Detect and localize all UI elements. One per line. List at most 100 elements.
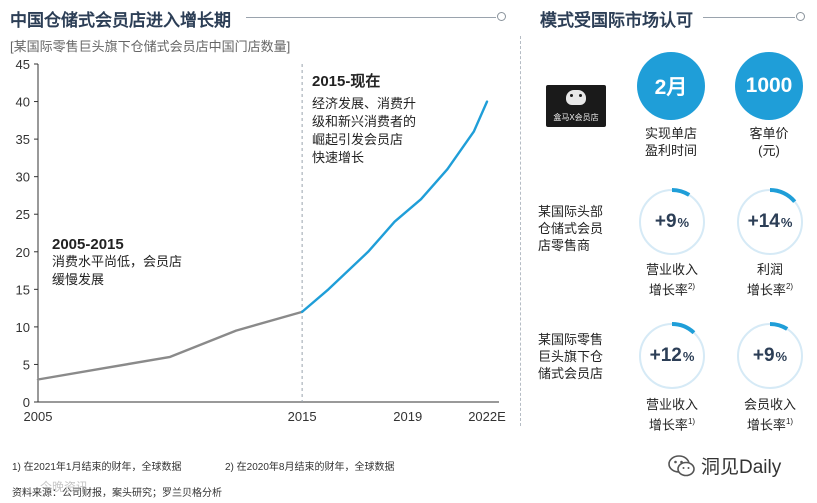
metric-label-line: (元) bbox=[758, 143, 780, 158]
growth-unit: % bbox=[775, 348, 788, 364]
circle-dot-icon bbox=[796, 12, 805, 21]
circle-dot-icon bbox=[497, 12, 506, 21]
y-tick-label: 40 bbox=[16, 95, 30, 110]
x-tick-label: 2015 bbox=[288, 409, 317, 424]
growth-value: +9% bbox=[735, 321, 805, 391]
footnote-1: 1) 在2021年1月结束的财年，全球数据 bbox=[12, 462, 182, 473]
growth-label: 营业收入 增长率2) bbox=[627, 261, 717, 298]
ring-progress-arc bbox=[736, 188, 804, 256]
x-tick-label: 2022E bbox=[468, 409, 506, 424]
annotation-2015-now: 2015-现在 经济发展、消费升 级和新兴消费者的 崛起引发会员店 快速增长 bbox=[312, 70, 416, 167]
ring-progress-arc bbox=[638, 188, 706, 256]
metric-breakeven-label: 实现单店 盈利时间 bbox=[626, 125, 716, 159]
right-header: 模式受国际市场认可 bbox=[540, 11, 693, 30]
annotation-line: 缓慢发展 bbox=[52, 272, 105, 287]
annotation-line: 级和新兴消费者的 bbox=[312, 114, 417, 129]
growth-label: 营业收入 增长率1) bbox=[627, 396, 717, 433]
row-label-line: 储式会员店 bbox=[538, 366, 604, 381]
growth-label-line: 增长率 bbox=[648, 417, 688, 433]
row-label-line: 某国际零售 bbox=[538, 332, 604, 347]
progress-ring-icon bbox=[638, 188, 706, 256]
footnote-marker: 2) bbox=[687, 282, 696, 291]
growth-number: +14 bbox=[747, 211, 780, 232]
hippo-eye-icon bbox=[570, 94, 573, 97]
row-label-line: 仓储式会员 bbox=[538, 221, 604, 236]
progress-ring-icon bbox=[638, 322, 706, 390]
annotation-line: 消费水平尚低，会员店 bbox=[52, 254, 183, 269]
y-tick-label: 25 bbox=[16, 207, 30, 222]
logo-text: 盒马X会员店 bbox=[553, 113, 599, 122]
metric-ticket-circle: 1000 bbox=[735, 52, 803, 120]
row-label-sams: 某国际零售 巨头旗下仓 储式会员店 bbox=[538, 331, 624, 382]
hippo-face-icon bbox=[566, 90, 586, 105]
metric-label-line: 实现单店 bbox=[644, 126, 697, 141]
growth-ring: +12% bbox=[637, 321, 707, 391]
annotation-line: 快速增长 bbox=[312, 150, 365, 165]
y-tick-label: 35 bbox=[16, 132, 30, 147]
row-label-costco: 某国际头部 仓储式会员 店零售商 bbox=[538, 203, 624, 254]
x-tick-label: 2005 bbox=[24, 409, 53, 424]
growth-value: +9% bbox=[637, 187, 707, 257]
footnote-marker: 2) bbox=[785, 282, 794, 291]
row-label-line: 某国际头部 bbox=[538, 204, 604, 219]
growth-label-line: 营业收入 bbox=[645, 397, 698, 412]
growth-ring: +9% bbox=[735, 321, 805, 391]
growth-ring: +14% bbox=[735, 187, 805, 257]
metric-label-line: 客单价 bbox=[749, 126, 789, 141]
growth-label-line: 营业收入 bbox=[645, 262, 698, 277]
section-separator bbox=[520, 36, 521, 426]
growth-label-line: 利润 bbox=[756, 262, 783, 277]
footnote-marker: 1) bbox=[785, 417, 794, 426]
metric-breakeven-circle: 2月 bbox=[637, 52, 705, 120]
wechat-icon bbox=[668, 454, 695, 476]
annotation-2005-2015: 2005-2015 消费水平尚低，会员店 缓慢发展 bbox=[52, 236, 182, 289]
annotation-title: 2015-现在 bbox=[312, 73, 381, 90]
annotation-line: 经济发展、消费升 bbox=[312, 96, 417, 111]
row-label-line: 巨头旗下仓 bbox=[538, 349, 604, 364]
y-tick-label: 45 bbox=[16, 57, 30, 72]
growth-number: +9 bbox=[752, 345, 775, 366]
growth-value: +12% bbox=[637, 321, 707, 391]
progress-ring-icon bbox=[736, 188, 804, 256]
series-line-2015-2022 bbox=[300, 100, 489, 314]
row-label-line: 店零售商 bbox=[538, 238, 591, 253]
watermark-left: 今晚资讯 bbox=[40, 480, 89, 494]
growth-number: +12 bbox=[649, 345, 682, 366]
y-tick-label: 30 bbox=[16, 170, 30, 185]
footnote-2: 2) 在2020年8月结束的财年，全球数据 bbox=[225, 462, 395, 473]
source-note: 资料来源：公司财报，案头研究；罗兰贝格分析 bbox=[12, 488, 222, 499]
progress-ring-icon bbox=[736, 322, 804, 390]
store-count-line-chart: 0 5 10 15 20 25 30 35 40 45 2005 2015 2019 2022E bbox=[16, 57, 507, 424]
right-header-rule bbox=[703, 17, 795, 18]
growth-unit: % bbox=[677, 214, 690, 230]
ring-progress-arc bbox=[638, 322, 706, 390]
growth-label-line: 增长率 bbox=[746, 282, 786, 298]
y-tick-label: 10 bbox=[16, 320, 30, 335]
y-tick-label: 5 bbox=[23, 357, 30, 372]
growth-label-line: 增长率 bbox=[746, 417, 786, 433]
growth-ring: +9% bbox=[637, 187, 707, 257]
y-tick-label: 15 bbox=[16, 282, 30, 297]
metric-label-line: 盈利时间 bbox=[644, 143, 697, 158]
watermark: 洞见Daily bbox=[668, 452, 781, 479]
growth-value: +14% bbox=[735, 187, 805, 257]
y-tick-label: 20 bbox=[16, 245, 30, 260]
annotation-title: 2005-2015 bbox=[52, 236, 124, 253]
growth-label: 会员收入 增长率1) bbox=[725, 396, 815, 433]
left-header-rule bbox=[246, 17, 496, 18]
chart-subtitle: [某国际零售巨头旗下仓储式会员店中国门店数量] bbox=[10, 39, 291, 54]
hema-x-logo: 盒马X会员店 bbox=[546, 85, 606, 127]
growth-label: 利润 增长率2) bbox=[725, 261, 815, 298]
ring-progress-arc bbox=[736, 322, 804, 390]
left-header: 中国仓储式会员店进入增长期 bbox=[10, 11, 231, 30]
footnote-marker: 1) bbox=[687, 417, 696, 426]
metric-ticket-label: 客单价 (元) bbox=[724, 125, 814, 159]
growth-unit: % bbox=[682, 348, 695, 364]
growth-number: +9 bbox=[654, 211, 677, 232]
growth-label-line: 会员收入 bbox=[743, 397, 796, 412]
series-line-2005-2015 bbox=[36, 310, 304, 381]
growth-label-line: 增长率 bbox=[648, 282, 688, 298]
hippo-eye-icon bbox=[579, 94, 582, 97]
growth-unit: % bbox=[780, 214, 793, 230]
annotation-line: 崛起引发会员店 bbox=[312, 132, 404, 147]
